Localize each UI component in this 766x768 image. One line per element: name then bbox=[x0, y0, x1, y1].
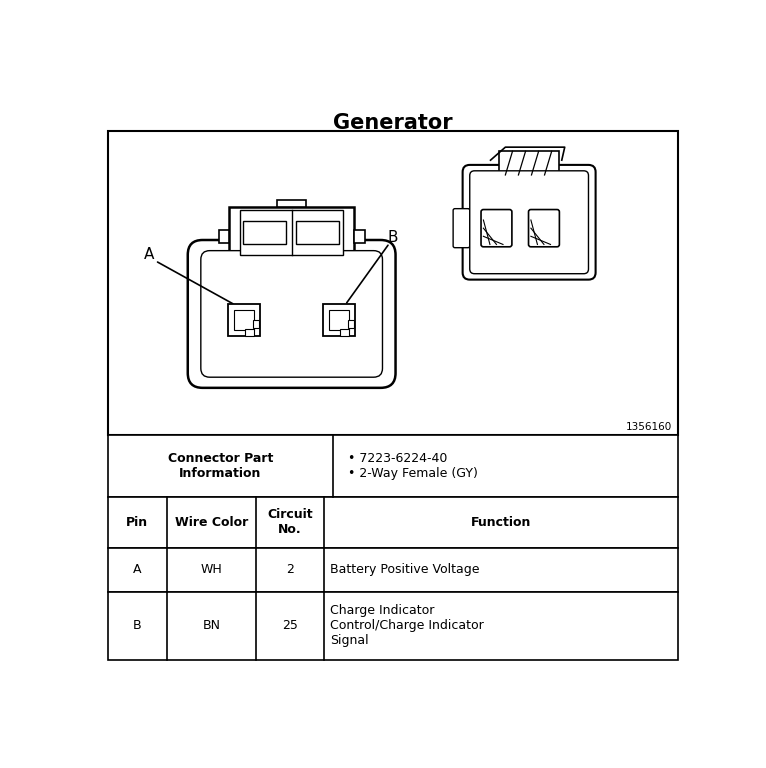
FancyBboxPatch shape bbox=[107, 548, 677, 592]
Text: Connector Part
Information: Connector Part Information bbox=[168, 452, 273, 480]
FancyBboxPatch shape bbox=[277, 200, 306, 207]
FancyBboxPatch shape bbox=[245, 329, 254, 336]
Text: B: B bbox=[133, 619, 142, 632]
Text: 1356160: 1356160 bbox=[625, 422, 672, 432]
Text: A: A bbox=[144, 247, 155, 263]
Text: 25: 25 bbox=[282, 619, 298, 632]
Text: B: B bbox=[388, 230, 398, 244]
FancyBboxPatch shape bbox=[253, 320, 260, 328]
Text: Pin: Pin bbox=[126, 516, 149, 529]
FancyBboxPatch shape bbox=[348, 320, 355, 328]
FancyBboxPatch shape bbox=[354, 230, 365, 243]
Text: Charge Indicator
Control/Charge Indicator
Signal: Charge Indicator Control/Charge Indicato… bbox=[330, 604, 484, 647]
FancyBboxPatch shape bbox=[296, 221, 339, 244]
FancyBboxPatch shape bbox=[322, 303, 355, 336]
FancyBboxPatch shape bbox=[107, 497, 677, 548]
FancyBboxPatch shape bbox=[340, 329, 349, 336]
Text: Wire Color: Wire Color bbox=[175, 516, 248, 529]
Text: A: A bbox=[133, 563, 142, 576]
FancyBboxPatch shape bbox=[453, 209, 470, 248]
FancyBboxPatch shape bbox=[201, 250, 382, 377]
Text: Circuit
No.: Circuit No. bbox=[267, 508, 313, 536]
FancyBboxPatch shape bbox=[463, 165, 596, 280]
Text: BN: BN bbox=[202, 619, 221, 632]
FancyBboxPatch shape bbox=[107, 435, 677, 497]
FancyBboxPatch shape bbox=[188, 240, 395, 388]
FancyBboxPatch shape bbox=[240, 210, 343, 255]
FancyBboxPatch shape bbox=[234, 310, 254, 329]
FancyBboxPatch shape bbox=[218, 230, 229, 243]
Text: • 7223-6224-40
• 2-Way Female (GY): • 7223-6224-40 • 2-Way Female (GY) bbox=[348, 452, 478, 480]
Text: Generator: Generator bbox=[332, 113, 453, 133]
FancyBboxPatch shape bbox=[529, 210, 559, 247]
FancyBboxPatch shape bbox=[228, 303, 260, 336]
FancyBboxPatch shape bbox=[499, 151, 558, 175]
Text: Battery Positive Voltage: Battery Positive Voltage bbox=[330, 563, 480, 576]
FancyBboxPatch shape bbox=[329, 310, 349, 329]
FancyBboxPatch shape bbox=[481, 210, 512, 247]
Text: Function: Function bbox=[471, 516, 531, 529]
FancyBboxPatch shape bbox=[243, 221, 286, 244]
Text: 2: 2 bbox=[286, 563, 294, 576]
FancyBboxPatch shape bbox=[229, 207, 354, 258]
FancyBboxPatch shape bbox=[107, 592, 677, 660]
Text: WH: WH bbox=[201, 563, 222, 576]
FancyBboxPatch shape bbox=[470, 170, 588, 273]
FancyBboxPatch shape bbox=[107, 131, 677, 435]
